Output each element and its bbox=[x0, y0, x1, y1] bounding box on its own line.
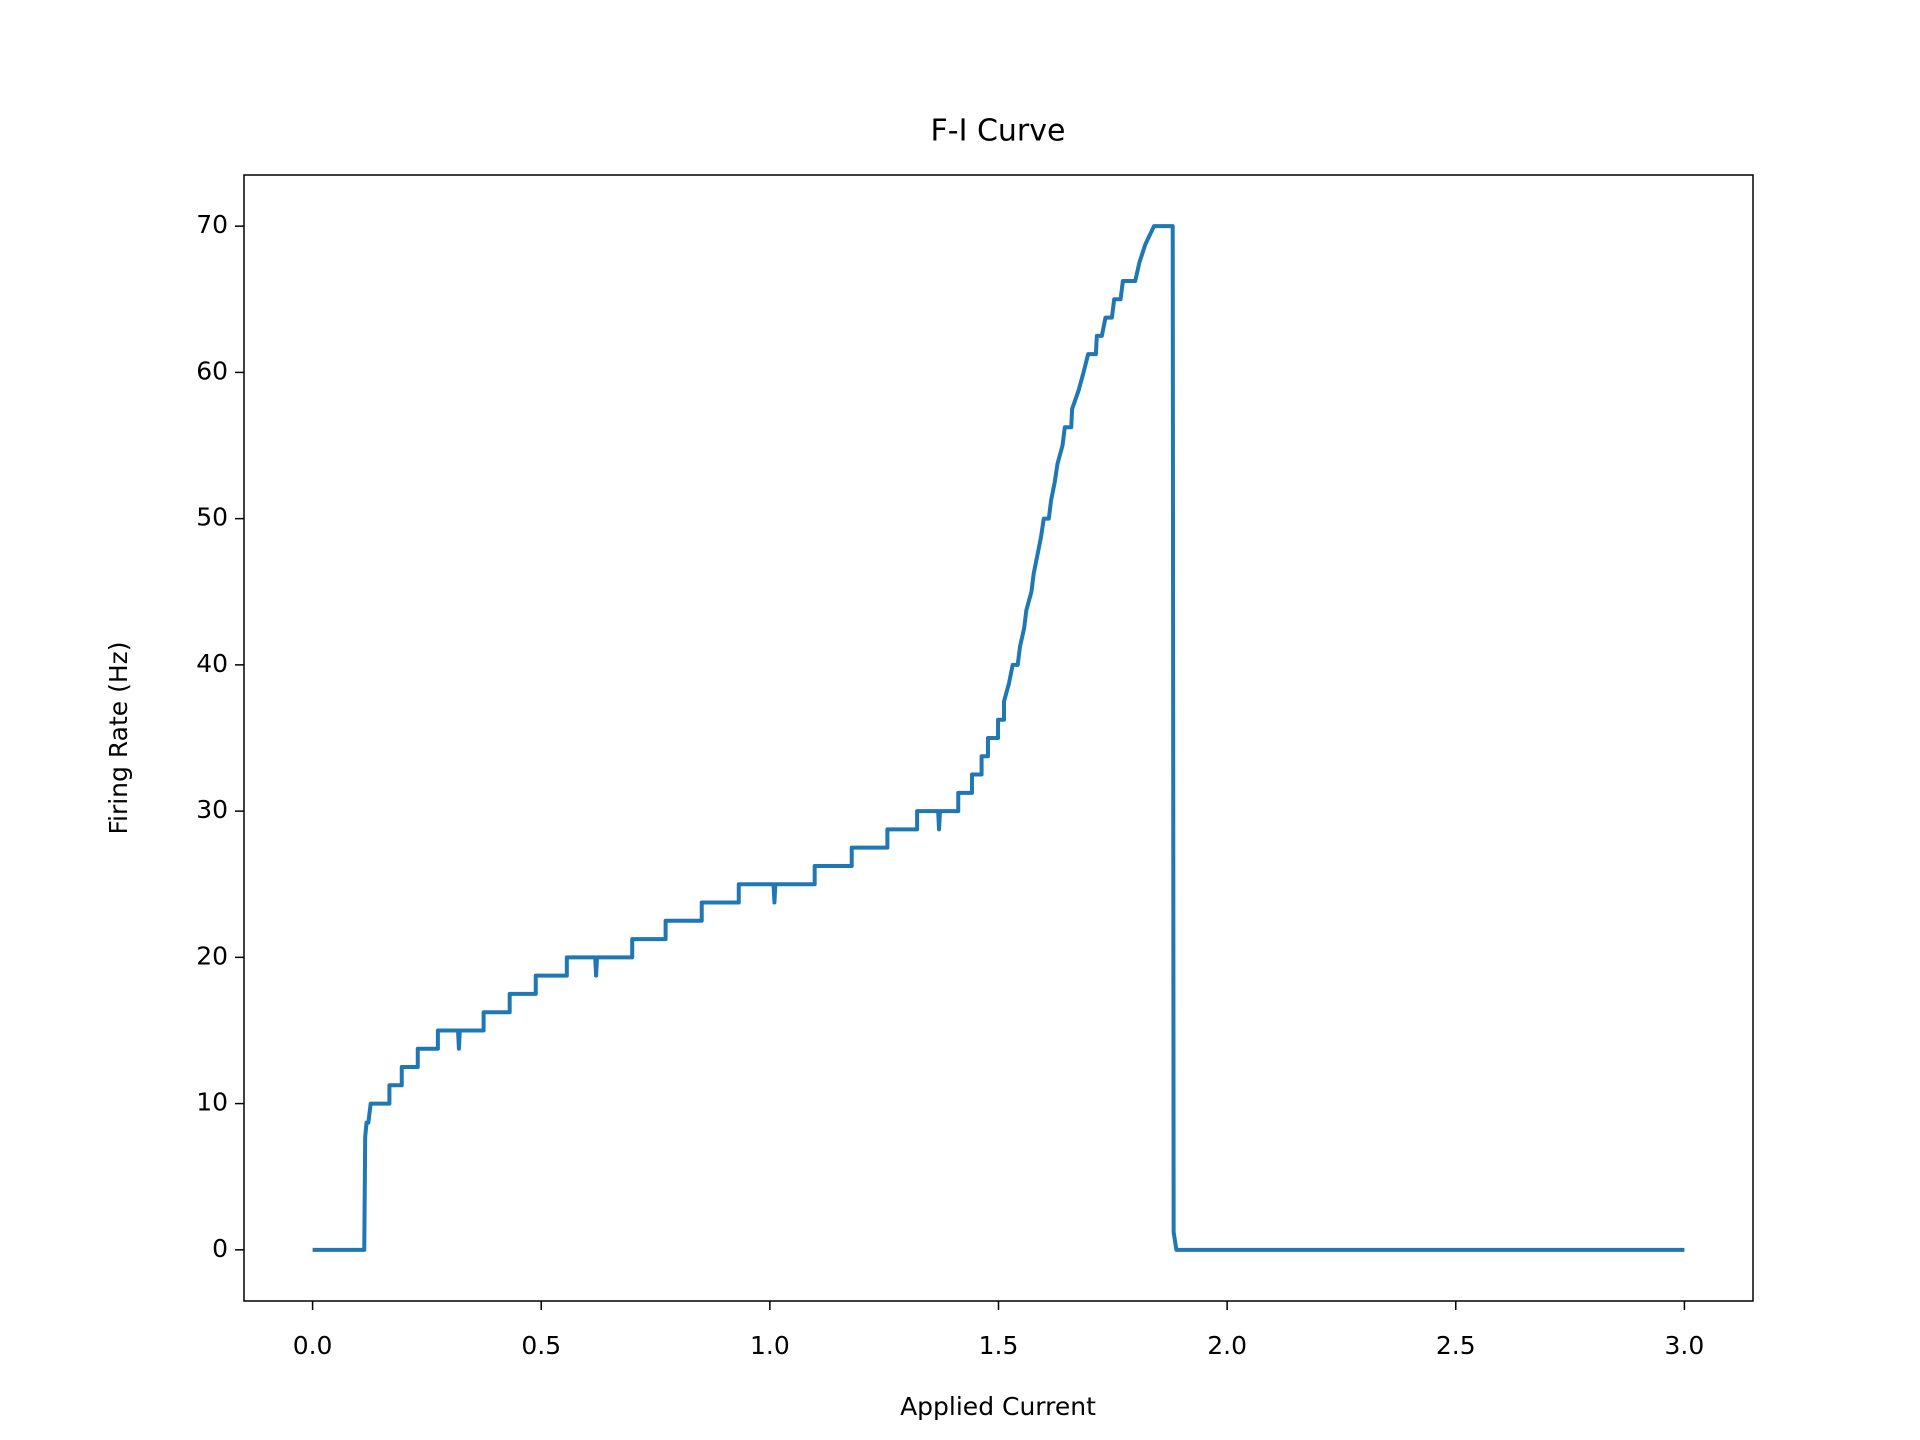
y-tick-label: 20 bbox=[196, 941, 228, 970]
chart-title: F-I Curve bbox=[931, 114, 1066, 149]
x-tick-label: 2.5 bbox=[1436, 1331, 1476, 1360]
x-tick-label: 1.0 bbox=[750, 1331, 790, 1360]
plot-frame bbox=[243, 174, 1754, 1302]
y-tick-label: 50 bbox=[196, 503, 228, 532]
x-axis-label: Applied Current bbox=[900, 1392, 1096, 1421]
y-tick-label: 10 bbox=[196, 1088, 228, 1117]
x-tick-label: 0.0 bbox=[293, 1331, 333, 1360]
x-tick-label: 0.5 bbox=[521, 1331, 561, 1360]
x-tick-label: 1.5 bbox=[979, 1331, 1019, 1360]
y-axis-label: Firing Rate (Hz) bbox=[104, 641, 133, 834]
y-tick-label: 70 bbox=[196, 210, 228, 239]
y-tick-label: 0 bbox=[212, 1234, 228, 1263]
y-tick-label: 60 bbox=[196, 356, 228, 385]
y-tick-label: 30 bbox=[196, 795, 228, 824]
x-tick-label: 2.0 bbox=[1207, 1331, 1247, 1360]
x-tick-label: 3.0 bbox=[1665, 1331, 1705, 1360]
y-tick-label: 40 bbox=[196, 649, 228, 678]
line bbox=[312, 224, 1685, 1252]
